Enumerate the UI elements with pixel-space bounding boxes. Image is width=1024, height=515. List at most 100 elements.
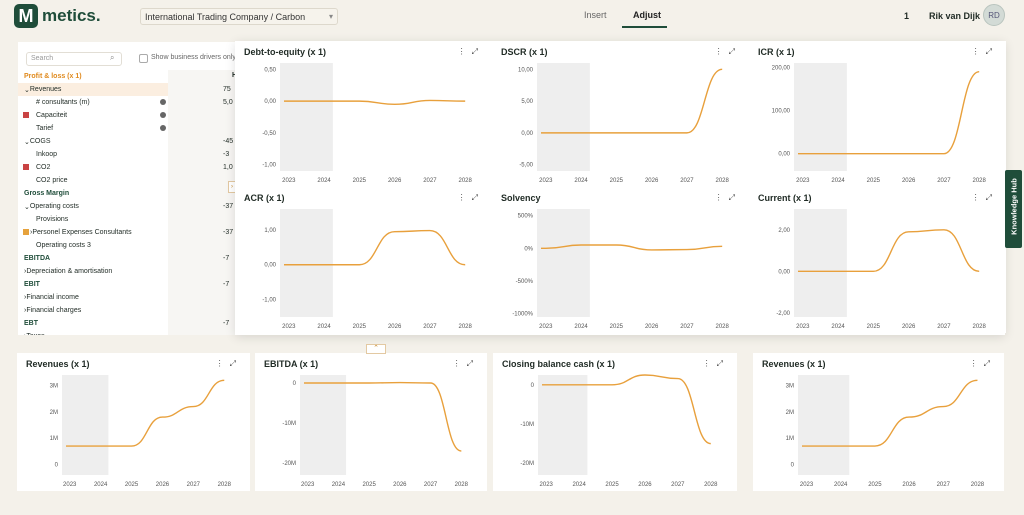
tree-row-label: CO2 price — [36, 177, 68, 184]
tree-row[interactable]: › Personel Expenses Consultants — [18, 226, 168, 239]
column-header: H — [232, 72, 237, 79]
x-tick-label: 2028 — [973, 324, 987, 330]
chevron-icon[interactable]: › — [24, 333, 26, 335]
tree-row[interactable]: Inkoop — [18, 148, 168, 161]
tree-row[interactable]: Gross Margin — [18, 187, 168, 200]
chevron-icon[interactable]: ⌄ — [24, 203, 30, 211]
tree-row-label: Taxes — [26, 333, 44, 335]
more-options-icon[interactable]: ⋮ — [714, 193, 729, 202]
notification-count[interactable]: 1 — [904, 11, 910, 21]
more-options-icon[interactable]: ⋮ — [457, 193, 472, 202]
y-tick-label: 2M — [786, 410, 794, 416]
expand-icon[interactable]: ⤢ — [983, 359, 996, 368]
tree-row[interactable]: CO2 price — [18, 174, 168, 187]
x-tick-label: 2025 — [605, 482, 619, 488]
expand-icon[interactable]: ⤢ — [716, 359, 729, 368]
x-tick-label: 2023 — [796, 324, 810, 330]
business-drivers-checkbox[interactable] — [139, 54, 148, 63]
line-chart: 0 -10M -20M 2023 2024 2025 2026 2027 2028 — [520, 374, 718, 488]
actuals-region — [280, 209, 333, 317]
more-options-icon[interactable]: ⋮ — [215, 359, 230, 368]
more-options-icon[interactable]: ⋮ — [971, 193, 986, 202]
more-options-icon[interactable]: ⋮ — [457, 47, 472, 56]
x-tick-label: 2024 — [831, 178, 845, 184]
more-options-icon[interactable]: ⋮ — [969, 359, 984, 368]
tree-row[interactable]: EBT — [18, 317, 168, 330]
driver-icon — [160, 99, 166, 105]
tree-row-label: Capaciteit — [36, 112, 68, 119]
active-tab-indicator — [622, 26, 667, 28]
more-options-icon[interactable]: ⋮ — [714, 47, 729, 56]
more-options-icon[interactable]: ⋮ — [452, 359, 467, 368]
expand-icon[interactable]: ⤢ — [471, 193, 484, 202]
tree-row-label: # consultants (m) — [36, 99, 90, 106]
chevron-icon[interactable]: › — [24, 294, 27, 301]
tree-row[interactable]: › Depreciation & amortisation — [18, 265, 168, 278]
more-options-icon[interactable]: ⋮ — [702, 359, 717, 368]
tree-row[interactable]: ⌄ Operating costs — [18, 200, 168, 213]
more-options-icon[interactable]: ⋮ — [971, 47, 986, 56]
tree-row[interactable]: Provisions — [18, 213, 168, 226]
user-name[interactable]: Rik van Dijk — [929, 11, 981, 21]
tab-adjust[interactable]: Adjust — [633, 10, 661, 20]
chevron-icon[interactable]: ⌄ — [24, 138, 30, 146]
chart-title: EBITDA (x 1) — [264, 359, 319, 369]
x-tick-label: 2027 — [187, 482, 201, 488]
chevron-icon[interactable]: › — [30, 229, 33, 236]
y-tick-label: 200,00 — [772, 65, 791, 71]
series-line — [304, 381, 462, 452]
y-tick-label: 100,00 — [772, 109, 791, 115]
tree-row[interactable]: # consultants (m) — [18, 96, 168, 109]
avatar[interactable]: RD — [983, 4, 1005, 26]
expand-icon[interactable]: ⤢ — [728, 193, 741, 202]
expand-icon[interactable]: ⤢ — [471, 47, 484, 56]
chevron-icon[interactable]: › — [24, 268, 27, 275]
tree-row[interactable]: EBIT — [18, 278, 168, 291]
y-tick-label: 0,00 — [521, 131, 533, 137]
x-tick-label: 2024 — [317, 324, 331, 330]
x-tick-label: 2025 — [353, 324, 367, 330]
x-tick-label: 2026 — [902, 482, 916, 488]
tree-row[interactable]: Operating costs 3 — [18, 239, 168, 252]
tree-row[interactable]: ⌄ COGS — [18, 135, 168, 148]
tree-row[interactable]: EBITDA — [18, 252, 168, 265]
y-tick-label: -10M — [282, 421, 296, 427]
expand-icon[interactable]: ⤢ — [466, 359, 479, 368]
knowledge-hub-tab[interactable]: Knowledge Hub — [1005, 170, 1022, 248]
y-tick-label: 0,00 — [778, 152, 790, 158]
company-select[interactable]: International Trading Company / Carbon ▾ — [140, 8, 338, 25]
search-input[interactable]: Search — [26, 52, 122, 66]
tree-row-value: -45 — [223, 138, 234, 145]
tree-row[interactable]: Capaciteit — [18, 109, 168, 122]
tree-row-label: Revenues — [29, 86, 62, 93]
collapse-button[interactable]: ⌃ — [366, 344, 386, 354]
tab-insert[interactable]: Insert — [584, 10, 607, 20]
line-chart: 3M 2M 1M 0 2023 2024 2025 2026 2027 2028 — [786, 375, 985, 488]
tree-row[interactable]: Profit & loss (x 1) — [18, 70, 168, 83]
tree-row[interactable]: › Financial charges — [18, 304, 168, 317]
tree-row[interactable]: › Taxes — [18, 330, 168, 335]
chevron-icon[interactable]: ⌄ — [24, 86, 30, 94]
expand-icon[interactable]: ⤢ — [229, 359, 242, 368]
tree-row[interactable]: ⌄ Revenues — [18, 83, 168, 96]
tree-row[interactable]: Tarief — [18, 122, 168, 135]
x-tick-label: 2027 — [423, 178, 437, 184]
y-tick-label: 0% — [524, 246, 533, 252]
x-tick-label: 2024 — [831, 324, 845, 330]
line-chart: 3M 2M 1M 0 2023 2024 2025 2026 2027 2028 — [50, 375, 232, 488]
driver-icon — [160, 125, 166, 131]
x-tick-label: 2026 — [638, 482, 652, 488]
x-tick-label: 2027 — [937, 178, 951, 184]
chevron-icon[interactable]: › — [24, 307, 27, 314]
search-icon[interactable]: ⌕ — [110, 53, 115, 62]
expand-icon[interactable]: ⤢ — [985, 193, 998, 202]
card-actions: ⋮⤢ — [715, 47, 741, 57]
y-tick-label: -2,00 — [776, 311, 790, 317]
expand-icon[interactable]: ⤢ — [985, 47, 998, 56]
tree-row[interactable]: CO2 — [18, 161, 168, 174]
card-actions: ⋮⤢ — [970, 359, 996, 369]
logo-text: metics. — [42, 6, 101, 25]
chart-card: 0,50 0,00 -0,50 -1,00 2023 2024 2025 2026 2027 20… — [235, 41, 492, 187]
tree-row[interactable]: › Financial income — [18, 291, 168, 304]
expand-icon[interactable]: ⤢ — [728, 47, 741, 56]
